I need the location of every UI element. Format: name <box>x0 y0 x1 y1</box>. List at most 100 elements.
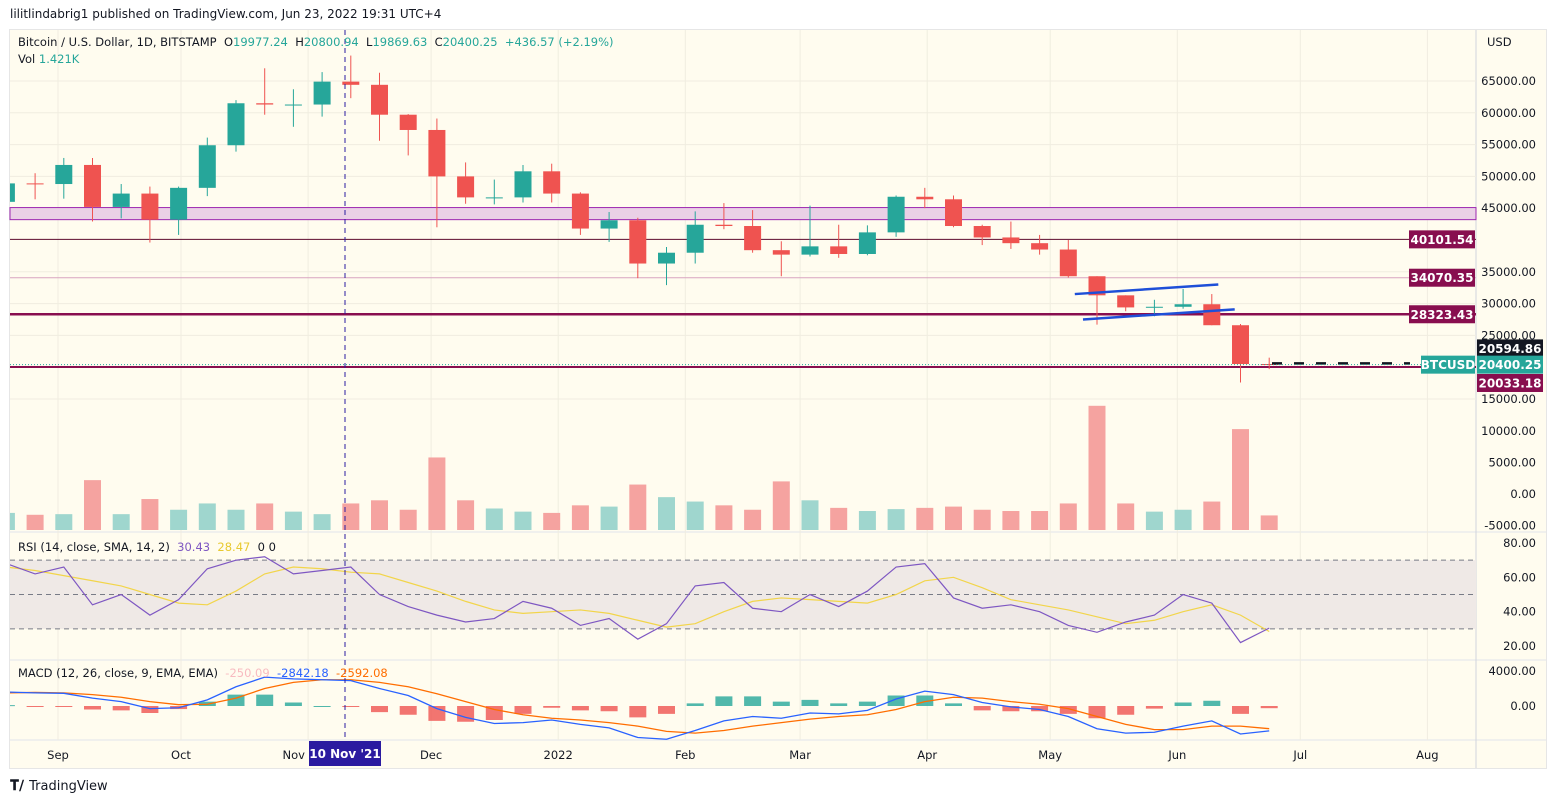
macd-histogram-bar <box>686 703 704 706</box>
volume-bar <box>945 506 962 530</box>
volume-bar <box>571 505 589 530</box>
volume-legend: Vol 1.421K <box>18 52 79 66</box>
volume-bar <box>10 512 15 530</box>
macd-histogram-bar <box>1002 706 1020 712</box>
volume-bar <box>1260 515 1278 530</box>
publisher-info: lilitlindabrig1 published on TradingView… <box>10 7 442 21</box>
x-tick-label: Jul <box>1292 748 1307 762</box>
channel-trendline <box>1074 283 1219 296</box>
macd-histogram-bar <box>55 706 73 707</box>
rsi-line <box>10 556 1270 644</box>
rsi-tick-label: 80.00 <box>1503 536 1536 550</box>
close-label: C <box>434 35 443 49</box>
candle-body <box>1059 249 1077 277</box>
volume-bar <box>830 507 848 530</box>
candle-body <box>1088 276 1106 296</box>
rsi-tick-label: 20.00 <box>1503 639 1536 653</box>
x-tick-label: Feb <box>675 748 695 762</box>
rsi-value: 30.43 <box>177 540 211 554</box>
volume-bar <box>112 514 130 530</box>
candle-body <box>284 104 302 106</box>
macd-histogram-bar <box>543 706 561 708</box>
volume-value: 1.421K <box>38 52 80 66</box>
macd-histogram-bar <box>1260 706 1278 709</box>
candle-body <box>227 103 245 146</box>
symbol-title: Bitcoin / U.S. Dollar, 1D, BITSTAMP <box>18 35 217 49</box>
crosshair-date-label: 10 Nov '21 <box>309 747 381 761</box>
macd-histogram-bar <box>945 703 962 706</box>
x-tick-label: Nov <box>283 748 306 762</box>
macd-histogram-bar <box>26 706 44 707</box>
y-tick-label: 25000.00 <box>1481 328 1536 342</box>
rsi-tick-label: 40.00 <box>1503 605 1536 619</box>
y-tick-label: 35000.00 <box>1481 265 1536 279</box>
macd-histogram-bar <box>457 706 475 722</box>
candle-body <box>84 164 101 207</box>
close-value: 20400.25 <box>442 35 498 49</box>
price-label-box <box>1477 339 1543 358</box>
macd-histogram-bar <box>744 696 762 706</box>
macd-histogram-bar <box>629 706 647 718</box>
candle-body <box>371 84 388 115</box>
macd-histogram-bar <box>371 706 388 713</box>
candle-body <box>571 193 589 229</box>
price-label: 28323.43 <box>1410 308 1473 322</box>
macd-histogram-bar <box>313 706 331 707</box>
channel-trendline <box>1082 308 1235 321</box>
macd-line <box>10 676 1270 740</box>
macd-histogram-bar <box>830 703 848 706</box>
candle-body <box>629 220 647 264</box>
symbol-tag: BTCUSD <box>1421 358 1476 372</box>
macd-histogram-bar <box>1232 706 1249 714</box>
volume-bar <box>26 514 44 530</box>
price-label: 20033.18 <box>1478 376 1541 390</box>
y-tick-label: 30000.00 <box>1481 297 1536 311</box>
volume-bar <box>1117 503 1135 530</box>
volume-bar <box>198 503 216 530</box>
macd-histogram-bar <box>141 706 159 713</box>
candle-body <box>1232 325 1249 365</box>
tradingview-logo-icon: 𝐓∕ <box>10 778 25 794</box>
y-tick-label: 45000.00 <box>1481 201 1536 215</box>
x-tick-label: Apr <box>917 748 937 762</box>
candle-body <box>55 164 73 185</box>
volume-bar <box>1174 509 1192 530</box>
volume-bar <box>973 509 991 530</box>
x-tick-label: May <box>1038 748 1062 762</box>
candle-body <box>1260 364 1278 366</box>
volume-bar <box>1002 511 1020 530</box>
x-tick-label: Sep <box>47 748 69 762</box>
volume-tick-label: -5000.00 <box>1484 519 1536 533</box>
candle-body <box>141 193 159 220</box>
price-label-box <box>1477 355 1543 374</box>
y-tick-label: 65000.00 <box>1481 74 1536 88</box>
open-label: O <box>223 35 233 49</box>
macd-histogram-bar <box>1031 706 1049 712</box>
volume-bar <box>170 509 188 530</box>
candle-body <box>1031 243 1049 250</box>
volume-bar <box>457 500 475 530</box>
symbol-legend: Bitcoin / U.S. Dollar, 1D, BITSTAMP O199… <box>18 35 614 49</box>
price-label: 40101.54 <box>1410 233 1473 247</box>
volume-bar <box>371 500 388 530</box>
volume-bar <box>256 503 274 530</box>
candle-body <box>1174 304 1192 307</box>
macd-histogram-bar <box>1145 706 1163 709</box>
price-label-box <box>1409 230 1475 249</box>
candle-body <box>1145 306 1163 308</box>
macd-histogram-bar <box>887 695 905 706</box>
volume-bar <box>227 509 245 530</box>
candle-body <box>686 224 704 253</box>
candle-body <box>256 103 274 105</box>
macd-histogram-bar <box>916 695 934 706</box>
volume-bar <box>744 509 762 530</box>
macd-histogram-bar <box>227 694 245 706</box>
macd-histogram-bar <box>485 706 503 720</box>
macd-histogram-bar <box>112 706 130 711</box>
volume-bar <box>313 514 331 530</box>
volume-tick-label: 0.00 <box>1510 487 1536 501</box>
rsi-sma-line <box>10 566 1270 632</box>
candle-body <box>744 226 762 251</box>
volume-bar <box>916 507 934 530</box>
